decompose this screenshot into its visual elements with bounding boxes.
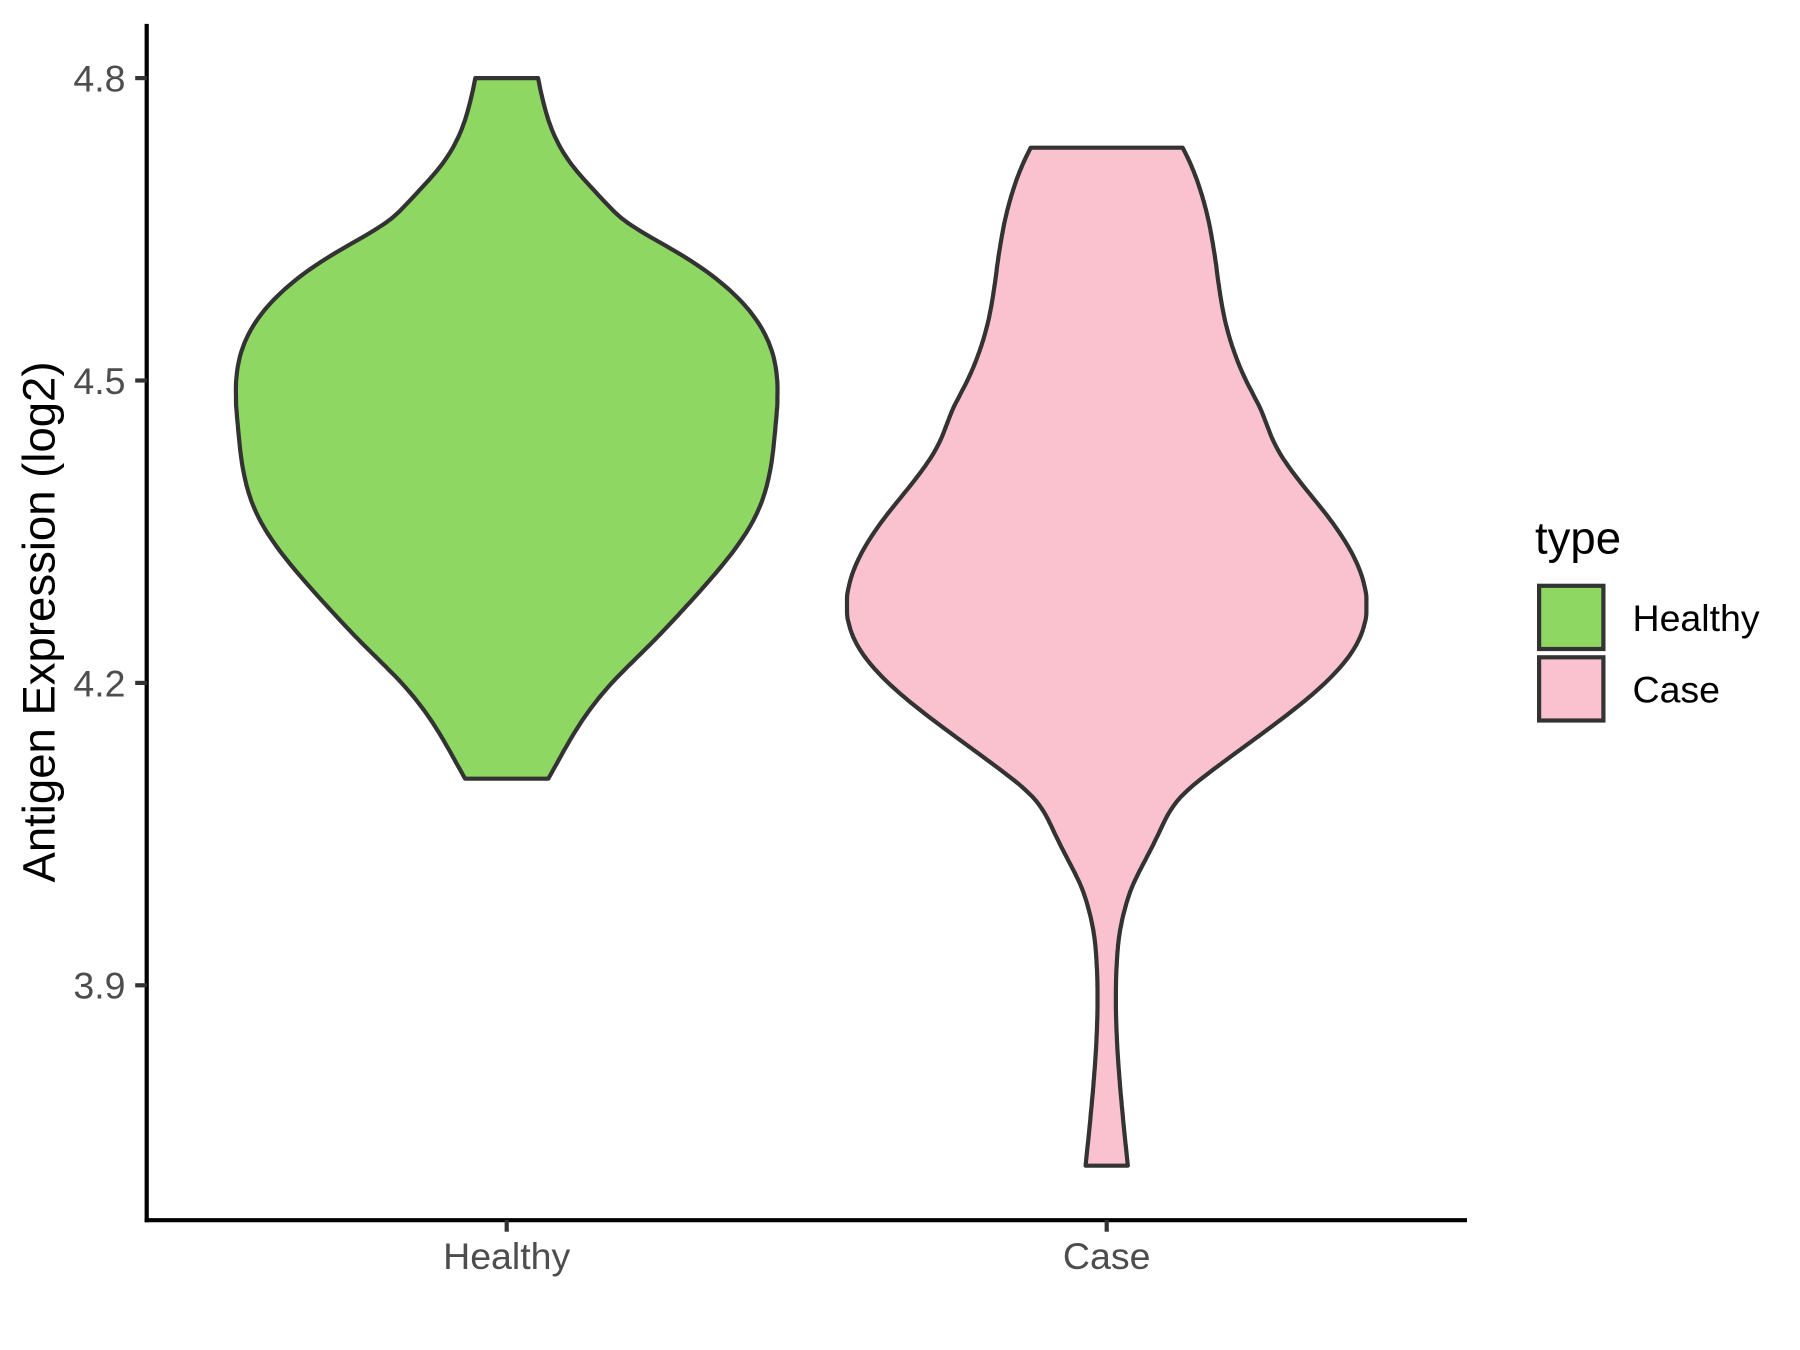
legend-label-case: Case [1633, 668, 1721, 710]
legend-key-healthy [1536, 583, 1606, 652]
y-tick-label: 4.2 [73, 662, 125, 704]
legend-keys: Healthy Case [1536, 583, 1760, 723]
violins-layer [233, 76, 1369, 1168]
x-tick-label: Case [1063, 1235, 1151, 1277]
legend-title: type [1535, 513, 1621, 564]
violin-healthy [233, 76, 780, 781]
y-axis-title: Antigen Expression (log2) [14, 361, 65, 882]
violin-case [844, 145, 1369, 1168]
y-tick-label: 4.5 [73, 360, 125, 402]
axes-layer [135, 23, 1467, 1232]
legend: type Healthy Case [1535, 513, 1760, 723]
y-tick-label: 3.9 [73, 965, 125, 1007]
y-tick-label: 4.8 [73, 58, 125, 100]
tick-labels-layer: 3.9 4.2 4.5 4.8 Healthy Case [73, 58, 1150, 1278]
legend-key-case [1536, 655, 1606, 723]
x-tick-label: Healthy [443, 1235, 570, 1277]
legend-label-healthy: Healthy [1633, 597, 1760, 639]
